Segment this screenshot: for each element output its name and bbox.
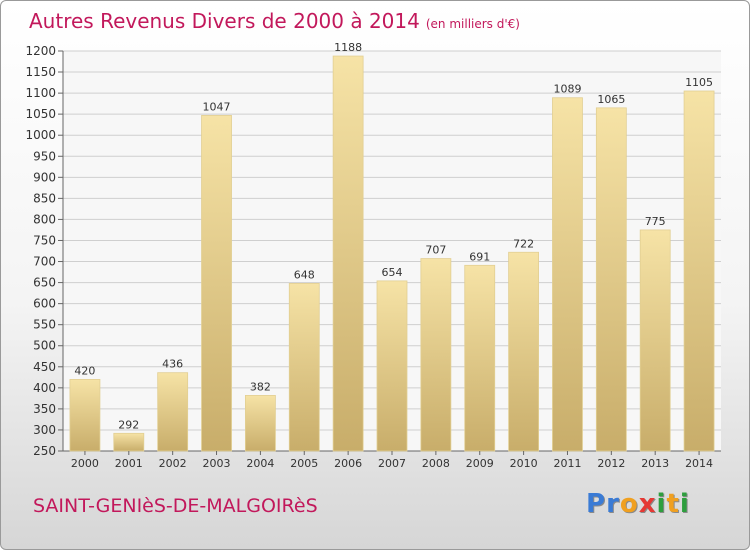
y-tick-label: 550 [33,318,56,332]
logo-letter: P [586,489,607,519]
bar[interactable] [288,283,320,452]
y-tick-label: 450 [33,360,56,374]
data-label: 707 [425,244,446,257]
x-tick-label: 2013 [641,457,669,470]
y-tick-label: 750 [33,233,56,247]
y-tick-label: 800 [33,212,56,226]
data-label: 722 [513,237,534,250]
x-tick-label: 2004 [246,457,274,470]
bar[interactable] [376,280,408,452]
data-label: 436 [162,358,183,371]
y-tick-label: 300 [33,423,56,437]
bar[interactable] [157,372,189,452]
data-label: 775 [645,215,666,228]
bar[interactable] [69,379,101,452]
data-label: 382 [250,380,271,393]
bar[interactable] [244,395,276,452]
x-tick-label: 2014 [685,457,713,470]
y-tick-label: 350 [33,402,56,416]
bar[interactable] [639,229,671,452]
bar[interactable] [508,251,540,452]
logo-letter: i [656,489,667,519]
x-tick-label: 2008 [422,457,450,470]
data-label: 654 [382,266,403,279]
x-tick-label: 2012 [597,457,625,470]
y-tick-label: 1200 [25,44,56,58]
logo-letter: t [666,489,680,519]
y-tick-label: 1100 [25,86,56,100]
y-tick-label: 700 [33,255,56,269]
data-label: 648 [294,268,315,281]
y-tick-label: 500 [33,339,56,353]
y-tick-label: 900 [33,170,56,184]
data-label: 292 [118,418,139,431]
x-tick-label: 2011 [553,457,581,470]
chart-title: Autres Revenus Divers de 2000 à 2014 (en … [29,9,520,33]
data-label: 1065 [597,93,625,106]
y-tick-label: 600 [33,297,56,311]
logo-letter: i [679,489,690,519]
bar[interactable] [683,90,715,452]
data-label: 1105 [685,76,713,89]
x-tick-label: 2010 [510,457,538,470]
logo-letter: r [606,489,620,519]
bar[interactable] [332,55,364,452]
bar[interactable] [595,107,627,452]
bar[interactable] [464,264,496,452]
y-tick-label: 1150 [25,65,56,79]
data-label: 1089 [553,83,581,96]
town-name: SAINT-GENIèS-DE-MALGOIRèS [33,495,318,517]
x-tick-label: 2006 [334,457,362,470]
data-label: 1047 [203,100,231,113]
data-label: 691 [469,250,490,263]
y-tick-label: 400 [33,381,56,395]
y-tick-label: 950 [33,149,56,163]
logo-letter: x [638,489,657,519]
x-tick-label: 2009 [466,457,494,470]
y-tick-label: 1050 [25,107,56,121]
bar[interactable] [201,115,232,452]
x-tick-label: 2007 [378,457,406,470]
bar[interactable] [113,432,145,452]
logo-letter: o [619,489,639,519]
y-tick-label: 850 [33,191,56,205]
bar[interactable] [420,258,452,452]
proxiti-logo[interactable]: Proxiti [586,489,690,519]
x-tick-label: 2000 [71,457,99,470]
x-tick-label: 2001 [115,457,143,470]
data-label: 1188 [334,41,362,54]
y-tick-label: 1000 [25,128,56,142]
bar[interactable] [552,97,583,452]
data-label: 420 [74,364,95,377]
x-tick-label: 2005 [290,457,318,470]
y-tick-label: 650 [33,276,56,290]
y-tick-label: 250 [33,444,56,458]
x-tick-label: 2002 [159,457,187,470]
chart-subtitle: (en milliers d'€) [425,17,520,31]
chart-title-text: Autres Revenus Divers de 2000 à 2014 [29,9,420,33]
x-tick-label: 2003 [203,457,231,470]
